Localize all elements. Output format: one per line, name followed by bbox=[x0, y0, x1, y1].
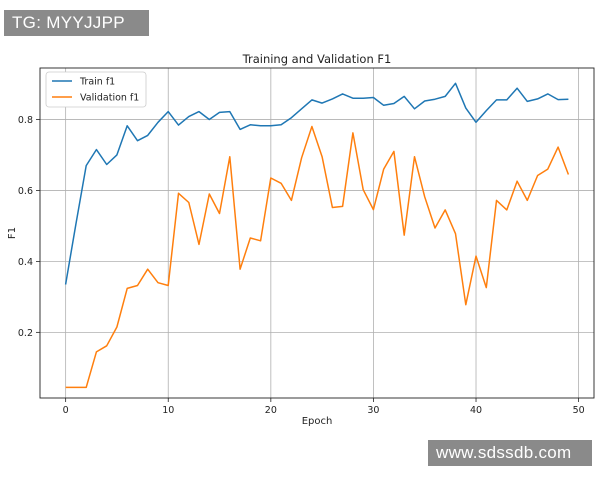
watermark-bottom-right: www.sdssdb.com bbox=[428, 440, 592, 466]
x-tick-label: 10 bbox=[162, 405, 174, 416]
validation-f1-line bbox=[65, 125, 570, 389]
legend-validation-label: Validation f1 bbox=[80, 93, 139, 104]
x-tick-label: 50 bbox=[573, 405, 585, 416]
y-tick-label: 0.2 bbox=[18, 328, 33, 339]
train-f1-line bbox=[64, 82, 569, 285]
x-tick-label: 20 bbox=[265, 405, 277, 416]
x-tick-label: 0 bbox=[63, 405, 69, 416]
grid bbox=[40, 68, 594, 398]
series-group bbox=[64, 82, 570, 389]
chart-title: Training and Validation F1 bbox=[242, 52, 392, 66]
x-axis-label: Epoch bbox=[302, 416, 333, 427]
legend: Train f1 Validation f1 bbox=[45, 71, 147, 108]
y-axis-label: F1 bbox=[7, 227, 18, 239]
y-tick-label: 0.8 bbox=[18, 115, 33, 126]
y-tick-label: 0.6 bbox=[18, 186, 33, 197]
legend-train-label: Train f1 bbox=[79, 77, 115, 88]
x-tick-label: 30 bbox=[367, 405, 379, 416]
y-tick-label: 0.4 bbox=[18, 257, 33, 268]
watermark-top-left: TG: MYYJJPP bbox=[4, 10, 149, 36]
ticks-group: 0 10 20 30 40 50 0.2 0.4 0.6 0.8 bbox=[18, 115, 585, 416]
plot-frame bbox=[39, 67, 595, 399]
x-tick-label: 40 bbox=[470, 405, 482, 416]
